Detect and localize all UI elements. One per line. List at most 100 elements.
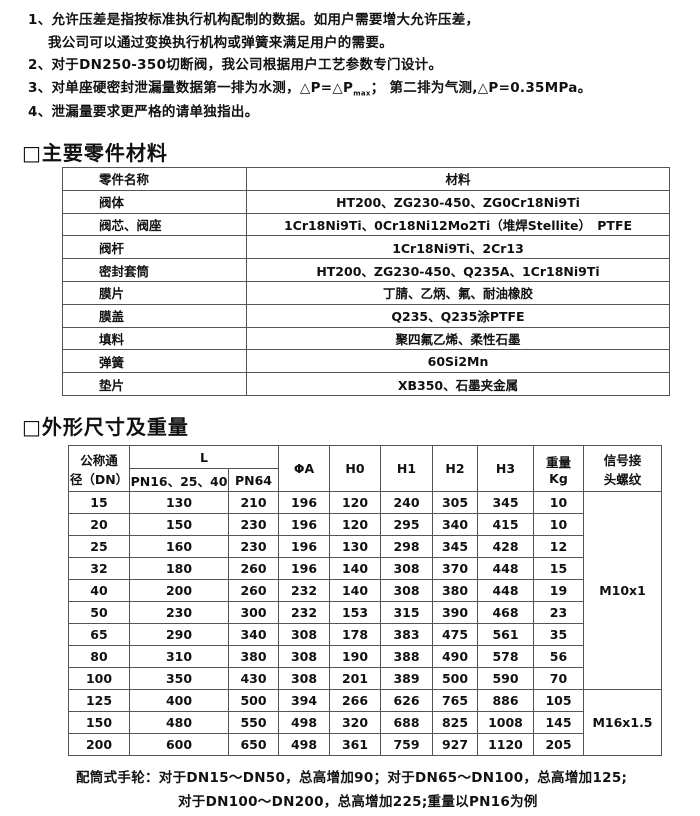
cell-H1: 688 <box>380 711 433 734</box>
cell-H1: 626 <box>380 689 433 712</box>
header-part-name: 零件名称 <box>62 167 247 191</box>
note-3: 3、对单座硬密封泄漏量数据第一排为水测，△P=△Pmax； 第二排为气测,△P=… <box>28 79 592 103</box>
cell-dn: 200 <box>68 733 130 756</box>
cell-dn: 100 <box>68 667 130 690</box>
table-row: 25 160 230 196 130 298 345 428 12 <box>68 535 662 558</box>
cell-weight: 10 <box>533 491 584 514</box>
part-name: 填料 <box>62 326 247 351</box>
cell-weight: 35 <box>533 623 584 646</box>
cell-L-pn16: 230 <box>129 601 229 624</box>
header-H1: H1 <box>380 445 433 492</box>
cell-H0: 153 <box>329 601 381 624</box>
part-material: 1Cr18Ni9Ti、2Cr13 <box>246 235 670 260</box>
cell-phiA: 196 <box>278 535 330 558</box>
part-name: 阀体 <box>62 189 247 214</box>
cell-L-pn64: 210 <box>228 491 279 514</box>
header-row-2: PN16、25、40 PN64 <box>69 468 662 492</box>
signal-thread-m10: M10x1 <box>583 491 662 690</box>
part-name: 弹簧 <box>62 349 247 374</box>
cell-H2: 340 <box>432 513 478 536</box>
cell-dn: 25 <box>68 535 130 558</box>
note-1: 1、允许压差是指按标准执行机构配制的数据。如用户需要增大允许压差， <box>28 12 480 28</box>
cell-phiA: 498 <box>278 711 330 734</box>
cell-weight: 12 <box>533 535 584 558</box>
cell-L-pn16: 310 <box>129 645 229 668</box>
cell-L-pn16: 600 <box>129 733 229 756</box>
table-row: 150 480 550 498 320 688 825 1008 145 <box>68 711 662 734</box>
part-name: 密封套筒 <box>62 258 247 282</box>
cell-H1: 295 <box>380 513 433 536</box>
header-signal: 信号接 头螺纹 <box>583 445 662 492</box>
cell-H3: 415 <box>477 513 534 536</box>
header-weight: 重量 Kg <box>533 445 584 492</box>
table-row: 200 600 650 498 361 759 927 1120 205 <box>68 733 662 756</box>
part-name: 膜盖 <box>62 303 247 328</box>
cell-L-pn16: 160 <box>129 535 229 558</box>
table-row: 125 400 500 394 266 626 765 886 105 M16x1.5 <box>68 689 662 756</box>
cell-phiA: 196 <box>278 491 330 514</box>
part-material: 60Si2Mn <box>246 349 670 374</box>
cell-H1: 298 <box>380 535 433 558</box>
cell-H0: 190 <box>329 645 381 668</box>
table-row: 65 290 340 308 178 383 475 561 35 <box>68 623 662 646</box>
cell-weight: 10 <box>533 513 584 536</box>
cell-weight: 145 <box>533 711 584 734</box>
header-L-pn64: PN64 <box>228 468 279 492</box>
materials-table: 零件名称 材料 阀体 HT200、ZG230-450、ZG0Cr18Ni9Ti 阀芯、阀… <box>62 167 670 396</box>
part-material: HT200、ZG230-450、ZG0Cr18Ni9Ti <box>246 189 670 214</box>
cell-H0: 140 <box>329 579 381 602</box>
cell-L-pn16: 200 <box>129 579 229 602</box>
cell-L-pn64: 550 <box>228 711 279 734</box>
cell-weight: 205 <box>533 733 584 756</box>
cell-H0: 140 <box>329 557 381 580</box>
header-weight-line1: 重量 <box>545 454 571 470</box>
cell-H1: 308 <box>380 557 433 580</box>
table-row: 32 180 260 196 140 308 370 448 15 <box>68 557 662 580</box>
cell-H2: 765 <box>432 689 478 712</box>
header-row-1: 公称通 径（DN） L ΦA H0 H1 H2 H3 重量 Kg 信号接 头螺纹 <box>68 445 662 492</box>
table-row: 阀体 HT200、ZG230-450、ZG0Cr18Ni9Ti <box>62 189 670 214</box>
cell-phiA: 308 <box>278 645 330 668</box>
cell-phiA: 196 <box>278 513 330 536</box>
cell-H2: 825 <box>432 711 478 734</box>
header-H2: H2 <box>432 445 478 492</box>
cell-H2: 500 <box>432 667 478 690</box>
cell-weight: 56 <box>533 645 584 668</box>
cell-weight: 105 <box>533 689 584 712</box>
table-row: 100 350 430 308 201 389 500 590 70 <box>68 667 662 690</box>
cell-H0: 320 <box>329 711 381 734</box>
cell-phiA: 196 <box>278 557 330 580</box>
table-row: 膜盖 Q235、Q235涂PTFE <box>62 303 670 328</box>
dimensions-table: 公称通 径（DN） L ΦA H0 H1 H2 H3 重量 Kg 信号接 头螺纹 PN… <box>68 445 662 756</box>
cell-phiA: 394 <box>278 689 330 712</box>
note-1-cont: 我公司可以通过变换执行机构或弹簧来满足用户的需要。 <box>48 35 393 51</box>
cell-H0: 178 <box>329 623 381 646</box>
cell-H1: 389 <box>380 667 433 690</box>
cell-dn: 50 <box>68 601 130 624</box>
cell-dn: 125 <box>68 689 130 712</box>
dimensions-heading: □外形尺寸及重量 <box>22 415 189 439</box>
cell-L-pn16: 150 <box>129 513 229 536</box>
header-signal-line2: 头螺纹 <box>603 471 642 487</box>
cell-H3: 428 <box>477 535 534 558</box>
cell-dn: 40 <box>68 579 130 602</box>
note-3-tail: ； 第二排为气测,△P=0.35MPa。 <box>370 80 592 96</box>
cell-dn: 32 <box>68 557 130 580</box>
note-3-text: 3、对单座硬密封泄漏量数据第一排为水测，△P=△P <box>28 80 354 96</box>
part-material: 聚四氟乙烯、柔性石墨 <box>246 326 670 351</box>
cell-H1: 388 <box>380 645 433 668</box>
cell-phiA: 232 <box>278 601 330 624</box>
cell-H3: 1120 <box>477 733 534 756</box>
header-weight-line2: Kg <box>549 470 568 486</box>
cell-phiA: 308 <box>278 667 330 690</box>
cell-L-pn64: 260 <box>228 579 279 602</box>
table-row: 阀芯、阀座 1Cr18Ni9Ti、0Cr18Ni12Mo2Ti（堆焊Stellit… <box>62 212 670 237</box>
header-signal-line1: 信号接 <box>603 452 642 468</box>
cell-H2: 390 <box>432 601 478 624</box>
cell-L-pn64: 340 <box>228 623 279 646</box>
header-H3: H3 <box>477 445 534 492</box>
footer-line-1: 配筒式手轮：对于DN15～DN50，总高增加90；对于DN65～DN100，总高… <box>76 770 628 786</box>
cell-H3: 561 <box>477 623 534 646</box>
cell-dn: 65 <box>68 623 130 646</box>
cell-H3: 590 <box>477 667 534 690</box>
